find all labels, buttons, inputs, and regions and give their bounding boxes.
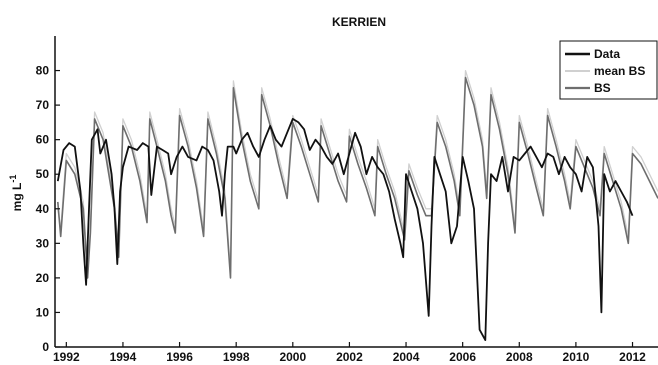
x-tick-label: 2002 — [336, 350, 363, 364]
axes-layer: 0 10 20 30 40 50 60 70 80 1992 1994 1996 1998 2000 200… — [36, 36, 658, 364]
series-layer — [56, 69, 658, 341]
x-tick-label: 2008 — [506, 350, 533, 364]
y-tick-label: 30 — [36, 236, 50, 250]
x-tick-label: 2012 — [619, 350, 646, 364]
y-axis-label: mg L-1 — [8, 175, 24, 212]
x-tick-label: 1998 — [223, 350, 250, 364]
y-tick-label: 20 — [36, 271, 50, 285]
legend: Data mean BS BS — [559, 40, 658, 100]
y-axis-label-main: mg L — [10, 183, 24, 212]
y-axis-label-text: mg L-1 — [8, 175, 24, 212]
y-tick-label: 10 — [36, 305, 50, 319]
x-tick-label: 1996 — [166, 350, 193, 364]
y-tick-label: 40 — [36, 202, 50, 216]
y-tick-label: 70 — [36, 98, 50, 112]
legend-label: Data — [594, 47, 620, 61]
legend-label: mean BS — [594, 64, 645, 78]
legend-box — [559, 40, 658, 100]
x-tick-label: 1994 — [110, 350, 137, 364]
series-line-data — [56, 118, 634, 341]
x-tick-label: 2006 — [449, 350, 476, 364]
series-line-bs — [57, 76, 658, 279]
x-tick-label: 1992 — [53, 350, 80, 364]
x-tick-label: 2010 — [563, 350, 590, 364]
x-tick-label: 2000 — [279, 350, 306, 364]
y-tick-label: 60 — [36, 133, 50, 147]
legend-label: BS — [594, 81, 611, 95]
chart-title: KERRIEN — [332, 15, 386, 29]
y-tick-label: 80 — [36, 64, 50, 78]
y-tick-label: 0 — [42, 340, 49, 354]
y-axis-label-superscript: -1 — [8, 175, 18, 183]
y-tick-label: 50 — [36, 167, 50, 181]
x-tick-label: 2004 — [393, 350, 420, 364]
